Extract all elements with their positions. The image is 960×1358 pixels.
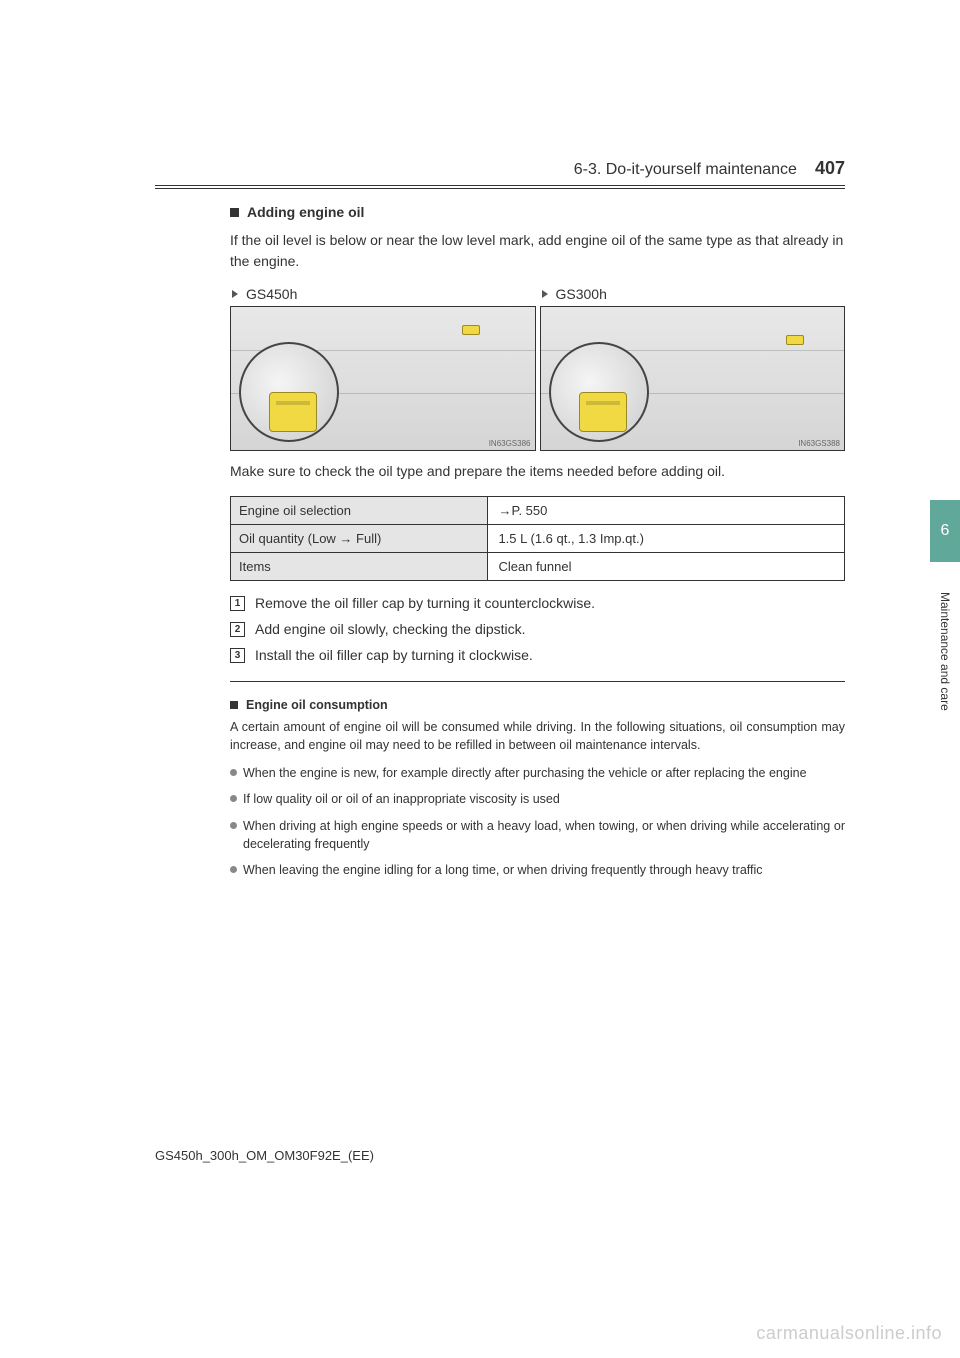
oil-fill-marker-icon — [786, 335, 804, 345]
oil-spec-table: Engine oil selection →P. 550 Oil quantit… — [230, 496, 845, 581]
bullet-text: If low quality oil or oil of an inapprop… — [243, 790, 560, 808]
circle-bullet-icon — [230, 866, 237, 873]
table-cell-label: Items — [231, 553, 488, 580]
subsection-heading: Engine oil consumption — [230, 698, 845, 712]
consumption-section: Engine oil consumption A certain amount … — [230, 698, 845, 879]
list-item: If low quality oil or oil of an inapprop… — [230, 790, 845, 808]
list-item: When driving at high engine speeds or wi… — [230, 817, 845, 853]
table-cell-value: Clean funnel — [488, 553, 844, 580]
table-row: Oil quantity (Low → Full) 1.5 L (1.6 qt.… — [231, 525, 844, 553]
engine-diagram-left: IN63GS386 — [230, 306, 536, 451]
triangle-icon — [232, 290, 238, 298]
table-cell-value: 1.5 L (1.6 qt., 1.3 Imp.qt.) — [488, 525, 844, 552]
circle-bullet-icon — [230, 822, 237, 829]
image-code-left: IN63GS386 — [489, 439, 531, 448]
table-row: Items Clean funnel — [231, 553, 844, 580]
oil-cap-icon — [579, 392, 627, 432]
adding-oil-intro: If the oil level is below or near the lo… — [230, 230, 845, 272]
square-bullet-icon — [230, 701, 238, 709]
consumption-title: Engine oil consumption — [246, 698, 388, 712]
watermark: carmanualsonline.info — [756, 1323, 942, 1344]
page-header: 6-3. Do-it-yourself maintenance 407 — [155, 158, 845, 186]
step-text: Remove the oil filler cap by turning it … — [255, 595, 595, 611]
section-divider — [230, 681, 845, 682]
page-number: 407 — [815, 158, 845, 179]
consumption-list: When the engine is new, for example dire… — [230, 764, 845, 879]
section-heading: Adding engine oil — [230, 204, 845, 220]
model-right-name: GS300h — [556, 286, 607, 302]
triangle-icon — [542, 290, 548, 298]
model-right-label: GS300h — [540, 286, 846, 302]
list-item: When the engine is new, for example dire… — [230, 764, 845, 782]
bullet-text: When driving at high engine speeds or wi… — [243, 817, 845, 853]
oil-cap-inset — [549, 342, 649, 442]
section-label: 6-3. Do-it-yourself maintenance — [574, 161, 797, 179]
step-number-icon: 1 — [230, 596, 245, 611]
table-cell-label: Oil quantity (Low → Full) — [231, 525, 488, 552]
square-bullet-icon — [230, 208, 239, 217]
bullet-text: When the engine is new, for example dire… — [243, 764, 807, 782]
circle-bullet-icon — [230, 769, 237, 776]
document-code: GS450h_300h_OM_OM30F92E_(EE) — [155, 1148, 374, 1163]
step-text: Add engine oil slowly, checking the dips… — [255, 621, 526, 637]
oil-cap-icon — [269, 392, 317, 432]
oil-cap-inset — [239, 342, 339, 442]
circle-bullet-icon — [230, 795, 237, 802]
model-left-name: GS450h — [246, 286, 297, 302]
oil-fill-marker-icon — [462, 325, 480, 335]
bullet-text: When leaving the engine idling for a lon… — [243, 861, 763, 879]
model-left-label: GS450h — [230, 286, 536, 302]
consumption-intro: A certain amount of engine oil will be c… — [230, 718, 845, 754]
chapter-number: 6 — [941, 522, 950, 540]
image-code-right: IN63GS388 — [798, 439, 840, 448]
table-cell-label: Engine oil selection — [231, 497, 488, 524]
step-item: 1 Remove the oil filler cap by turning i… — [230, 595, 845, 611]
table-cell-value: →P. 550 — [488, 497, 844, 524]
model-images-row: GS450h IN63GS386 GS300h — [230, 286, 845, 451]
model-right-column: GS300h IN63GS388 — [540, 286, 846, 451]
step-number-icon: 2 — [230, 622, 245, 637]
table-row: Engine oil selection →P. 550 — [231, 497, 844, 525]
model-left-column: GS450h IN63GS386 — [230, 286, 536, 451]
adding-oil-title: Adding engine oil — [247, 204, 364, 220]
steps-list: 1 Remove the oil filler cap by turning i… — [230, 595, 845, 663]
step-text: Install the oil filler cap by turning it… — [255, 647, 533, 663]
step-item: 2 Add engine oil slowly, checking the di… — [230, 621, 845, 637]
engine-diagram-right: IN63GS388 — [540, 306, 846, 451]
step-number-icon: 3 — [230, 648, 245, 663]
step-item: 3 Install the oil filler cap by turning … — [230, 647, 845, 663]
side-chapter-label: Maintenance and care — [938, 592, 952, 711]
check-note: Make sure to check the oil type and prep… — [230, 461, 845, 482]
list-item: When leaving the engine idling for a lon… — [230, 861, 845, 879]
chapter-tab: 6 — [930, 500, 960, 562]
